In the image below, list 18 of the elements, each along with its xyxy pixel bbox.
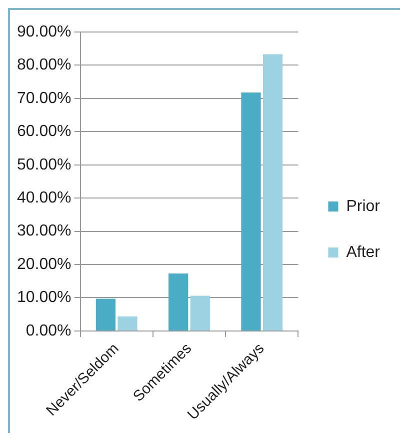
bar (190, 296, 210, 330)
y-tick-label: 80.00% (17, 56, 72, 74)
legend-label: After (346, 244, 381, 261)
y-tick-label: 10.00% (17, 289, 72, 306)
y-tick-label: 60.00% (17, 123, 72, 140)
legend-label: Prior (346, 198, 381, 215)
y-tick-label: 50.00% (17, 156, 72, 174)
y-tick-label: 90.00% (17, 23, 72, 40)
bar (168, 273, 188, 330)
bar (118, 316, 138, 330)
bar (241, 92, 261, 330)
bar (96, 298, 116, 330)
y-tick-label: 70.00% (17, 90, 72, 107)
y-tick-label: 0.00% (26, 322, 72, 340)
bar (262, 54, 283, 330)
y-tick-label: 40.00% (17, 189, 72, 206)
y-tick-label: 20.00% (17, 256, 72, 273)
y-tick-label: 30.00% (17, 222, 72, 240)
